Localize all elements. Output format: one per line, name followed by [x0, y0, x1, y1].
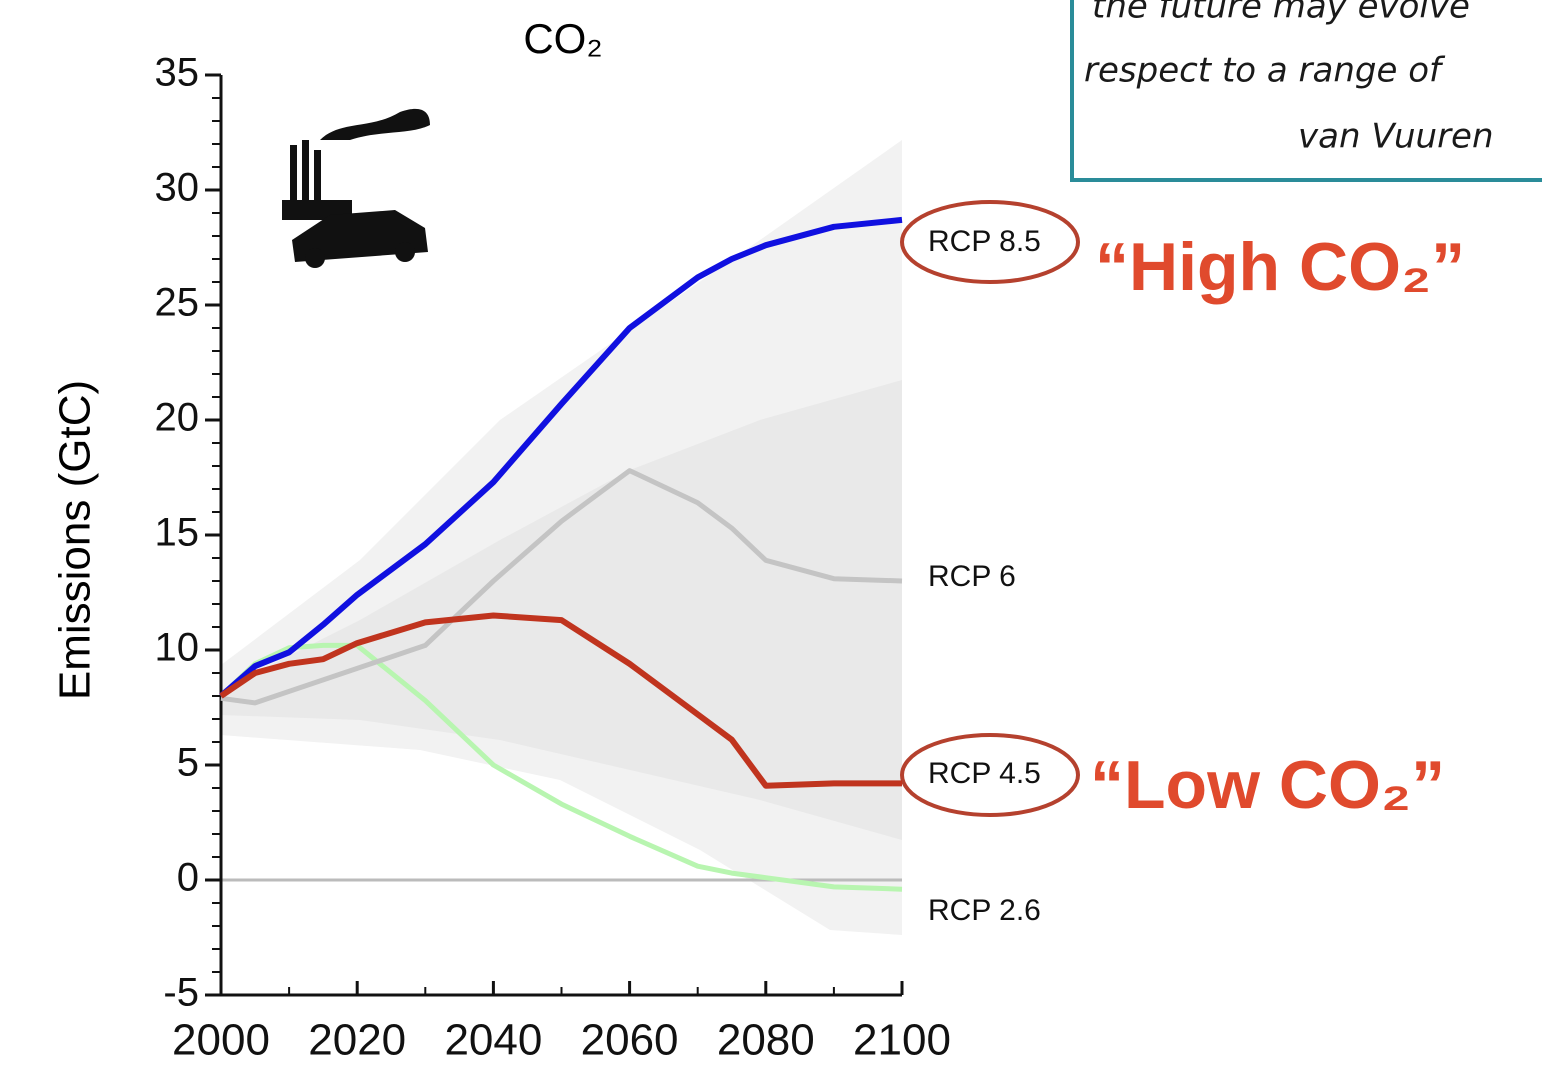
note-line: van Vuuren [1298, 117, 1494, 157]
callout: “High CO₂” [1095, 229, 1465, 305]
x-tick-label: 2080 [717, 1016, 815, 1065]
highlight-ellipse [900, 733, 1080, 817]
series-label: RCP 6 [928, 560, 1016, 593]
y-tick-label: 5 [177, 741, 199, 785]
range-band-inner [221, 380, 902, 840]
series-line [219, 612, 902, 789]
y-tick-label: 30 [155, 166, 200, 210]
x-tick-label: 2040 [444, 1016, 542, 1065]
y-tick-label: 25 [155, 281, 200, 325]
note-line: the future may evolve [1092, 0, 1470, 27]
series-line [219, 216, 903, 699]
y-tick-label: 35 [155, 51, 200, 95]
icon [282, 108, 430, 268]
y-tick-label: 0 [177, 856, 199, 900]
series-label: RCP 2.6 [928, 894, 1041, 927]
x-tick-label: 2000 [172, 1016, 270, 1065]
y-tick-label: 15 [155, 511, 200, 555]
y-tick-label: 20 [155, 396, 200, 440]
series-label: RCP 8.5 [928, 225, 1041, 258]
y-tick-label: 10 [155, 626, 200, 670]
note-box [1070, 0, 1542, 182]
chart-title: CO₂ [523, 15, 602, 62]
series-line [220, 468, 903, 706]
callout: “Low CO₂” [1090, 747, 1445, 823]
highlight-ellipse [900, 200, 1080, 284]
y-tick-label: -5 [163, 971, 199, 1015]
x-tick-label: 2060 [581, 1016, 679, 1065]
series-label: RCP 4.5 [928, 757, 1041, 790]
x-tick-label: 2100 [853, 1016, 951, 1065]
note-line: respect to a range of [1084, 51, 1446, 91]
x-tick-label: 2020 [308, 1016, 406, 1065]
y-axis-label: Emissions (GtC) [51, 380, 100, 700]
